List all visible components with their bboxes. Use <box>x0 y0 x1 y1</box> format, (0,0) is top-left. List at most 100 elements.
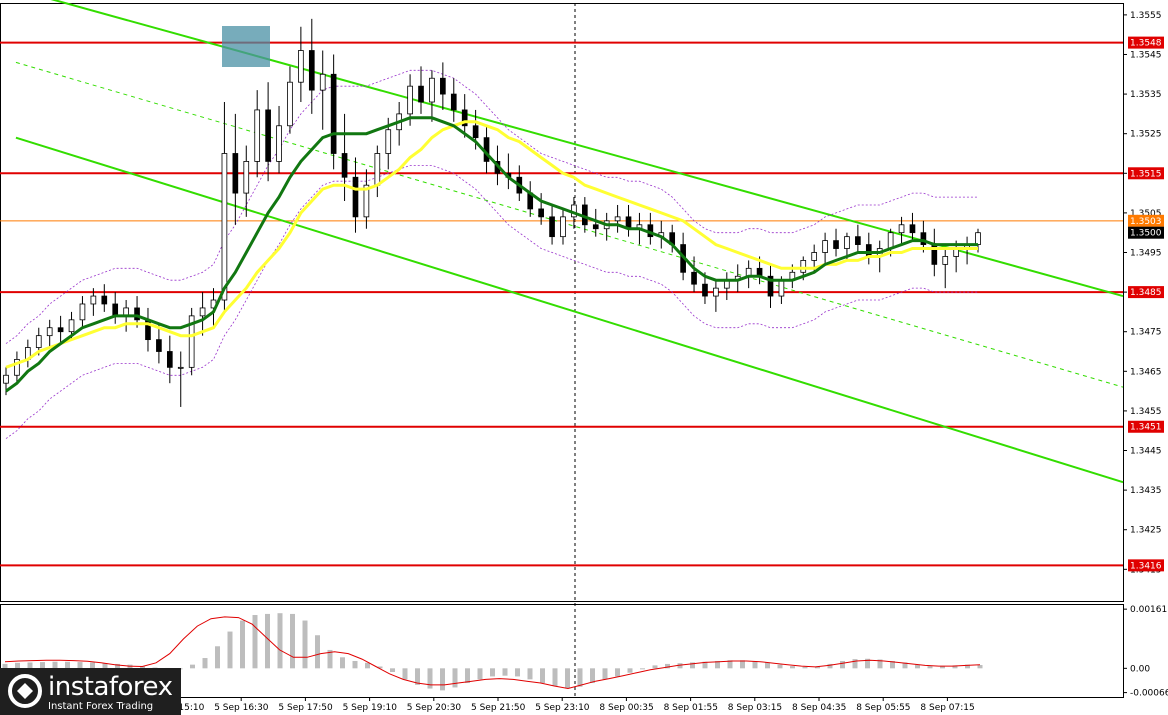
oscillator-bar <box>502 668 508 676</box>
candle-body <box>330 73 337 154</box>
oscillator-bar <box>627 668 633 673</box>
candle-body <box>68 319 75 333</box>
candle-body <box>101 295 108 305</box>
candle-body <box>79 303 86 321</box>
candle-body <box>298 50 304 83</box>
oscillator-bar <box>952 665 958 669</box>
oscillator-bar <box>452 668 458 688</box>
oscillator-bar <box>402 668 408 680</box>
candle-body <box>811 252 818 261</box>
oscillator-bar <box>765 662 770 669</box>
candle-body <box>844 236 850 249</box>
candle-body <box>385 129 392 154</box>
time-tick-label: 5 Sep 16:30 <box>214 703 269 713</box>
price-tick-label: 1.3445 <box>1130 447 1162 457</box>
candle-body <box>942 256 949 265</box>
candle-body <box>177 366 184 369</box>
time-tick-label: 8 Sep 04:35 <box>792 703 846 713</box>
oscillator-bar <box>377 666 383 669</box>
price-tick-label: 1.3545 <box>1130 50 1162 60</box>
oscillator-bar <box>2 663 8 669</box>
time-tick-label: 5 Sep 23:10 <box>535 703 590 713</box>
oscillator-bar <box>677 663 683 669</box>
time-tick-label: 8 Sep 05:55 <box>856 703 910 713</box>
candle-body <box>614 216 621 222</box>
oscillator-bar <box>115 663 120 669</box>
candle-body <box>243 161 250 194</box>
candle-body <box>232 153 239 194</box>
level-label-box <box>1128 167 1164 180</box>
candle-body <box>887 232 894 249</box>
oscillator-bar <box>815 666 820 669</box>
oscillator-bar <box>977 665 983 669</box>
candle-body <box>254 109 261 162</box>
oscillator-bar <box>140 666 145 669</box>
oscillator-bar <box>227 631 233 669</box>
oscillator-bar <box>665 663 670 669</box>
oscillator-bar <box>477 668 483 680</box>
oscillator-bar <box>465 668 470 684</box>
candle-body <box>920 232 927 245</box>
oscillator-bar <box>602 668 608 680</box>
candle-body <box>319 73 326 91</box>
signal-marker <box>222 26 270 67</box>
oscillator-bar <box>715 660 720 669</box>
oscillator-bar <box>940 666 945 669</box>
logo-mark-icon <box>8 674 42 708</box>
candle-body <box>767 275 774 297</box>
candle-body <box>35 335 42 348</box>
candle-body <box>112 303 119 317</box>
oscillator-bar <box>290 613 295 669</box>
lower-band <box>5 164 978 439</box>
oscillator-bar <box>790 666 795 669</box>
price-tick-label: 1.3435 <box>1130 486 1162 496</box>
candle-body <box>188 315 195 368</box>
candle-body <box>418 85 424 103</box>
level-label-box <box>1128 420 1164 433</box>
oscillator-bar <box>690 662 695 669</box>
oscillator-bar <box>315 635 320 669</box>
brand-name: instaforex <box>48 672 173 702</box>
candle-body <box>352 176 359 218</box>
candle-body <box>713 287 719 297</box>
oscillator-bar <box>577 668 583 687</box>
oscillator-bar <box>877 659 883 669</box>
price-tick-label: 1.3475 <box>1130 328 1162 338</box>
oscillator-bar <box>490 668 495 677</box>
candle-body <box>3 374 9 384</box>
price-tick-label: 1.3495 <box>1130 248 1162 258</box>
current-price-label: 1.3500 <box>1130 229 1162 239</box>
time-tick-label: 5 Sep 21:50 <box>471 703 526 713</box>
oscillator-bar <box>540 668 545 684</box>
level-label: 1.3515 <box>1130 169 1162 179</box>
level-label: 1.3451 <box>1130 423 1162 433</box>
oscillator-bar <box>702 661 708 669</box>
current-price-box <box>1128 226 1164 239</box>
level-label-box <box>1128 559 1164 572</box>
price-tick-label: 1.3455 <box>1130 407 1162 417</box>
oscillator-bar <box>552 668 558 686</box>
price-tick-label: 1.3555 <box>1130 11 1162 21</box>
candle-body <box>341 153 348 178</box>
oscillator-bar <box>902 662 908 669</box>
oscillator-bar <box>277 613 283 669</box>
oscillator-bar <box>240 620 245 669</box>
candle-body <box>461 109 468 127</box>
candle-body <box>855 236 861 245</box>
candle-body <box>778 279 785 297</box>
candle-body <box>407 85 413 115</box>
candle-body <box>822 240 828 253</box>
level-label: 1.3416 <box>1130 561 1162 571</box>
instaforex-logo: instaforex Instant Forex Trading <box>0 668 181 715</box>
candle-body <box>265 109 271 162</box>
ma-fast-line <box>5 120 978 369</box>
oscillator-bar <box>215 646 220 669</box>
candle-body <box>199 307 206 317</box>
oscillator-bar <box>202 658 208 669</box>
oscillator-bar <box>652 665 658 669</box>
level-label-box <box>1128 36 1164 49</box>
time-tick-label: 5 Sep 20:30 <box>407 703 462 713</box>
time-tick-label: 8 Sep 00:35 <box>599 703 653 713</box>
oscillator-bar <box>527 668 533 680</box>
upper-band <box>5 69 978 344</box>
